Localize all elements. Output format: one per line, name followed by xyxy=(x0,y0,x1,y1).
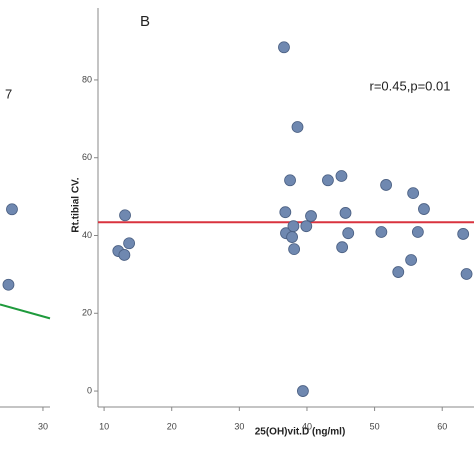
point xyxy=(380,179,392,191)
x-tick-label: 10 xyxy=(99,421,109,431)
point xyxy=(300,220,313,233)
x-tick-label: 30 xyxy=(234,421,244,431)
point xyxy=(291,121,304,133)
point xyxy=(284,174,296,187)
x-tick-label: 40 xyxy=(302,421,312,431)
point xyxy=(305,210,317,222)
point xyxy=(279,206,292,219)
point xyxy=(407,187,420,200)
y-tick-label: 80 xyxy=(82,74,92,84)
point xyxy=(342,227,355,240)
point xyxy=(118,249,131,261)
point xyxy=(119,209,131,222)
y-tick-label: 0 xyxy=(87,385,92,395)
x-tick-label: 30 xyxy=(38,421,48,431)
point xyxy=(322,174,334,187)
x-tick-label: 50 xyxy=(370,421,380,431)
point xyxy=(392,266,405,278)
point xyxy=(297,385,309,397)
point xyxy=(457,228,470,240)
point xyxy=(123,237,136,250)
point xyxy=(411,226,424,238)
x-tick-label: 20 xyxy=(167,421,177,431)
x-tick-label: 60 xyxy=(437,421,447,431)
point xyxy=(6,203,18,216)
point xyxy=(335,170,348,182)
point xyxy=(286,231,298,243)
point xyxy=(336,241,349,254)
x-axis-label: 25(OH)vit.D (ng/ml) xyxy=(255,427,346,438)
point xyxy=(339,207,352,219)
point xyxy=(287,220,300,233)
y-axis-label: Rt.tibial CV. xyxy=(71,177,82,232)
panel-title: B xyxy=(140,13,150,30)
point xyxy=(418,203,430,215)
annotation: r=0.45,p=0.01 xyxy=(370,78,451,93)
point xyxy=(405,254,418,266)
y-tick-label: 40 xyxy=(82,230,92,240)
point xyxy=(278,41,290,54)
fit-line xyxy=(0,303,51,320)
annotation: 7 xyxy=(5,86,12,101)
point xyxy=(460,268,473,280)
point xyxy=(288,243,301,256)
y-tick-label: 20 xyxy=(82,308,92,318)
y-tick-label: 60 xyxy=(82,152,92,162)
point xyxy=(375,226,388,238)
point xyxy=(2,278,15,291)
